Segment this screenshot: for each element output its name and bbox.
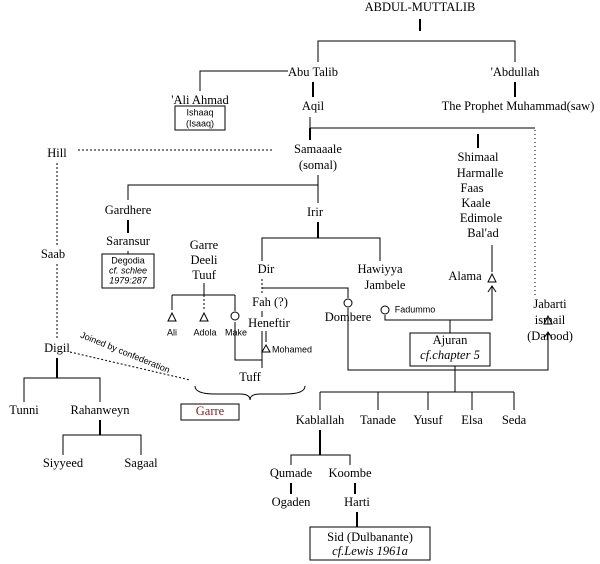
node-label: Shimaal <box>458 150 499 164</box>
node-label: Sid (Dulbanante) <box>327 530 413 544</box>
node-label: Ishaaq <box>186 107 213 117</box>
boxes <box>101 105 491 561</box>
annotation: Joined by confederation <box>79 330 171 375</box>
node-label: Saab <box>41 247 65 261</box>
node-label: Degodia <box>111 255 145 265</box>
node-label: Garre <box>190 238 219 252</box>
node-label: Tunni <box>9 403 39 417</box>
node-label: Edimole <box>460 211 503 225</box>
node-label: Rahanweyn <box>70 403 130 417</box>
node-label: Jabarti <box>533 297 567 311</box>
node-label: Gardhere <box>105 203 152 217</box>
node-label: Garre <box>196 404 225 418</box>
node-label: Siyyeed <box>43 456 84 470</box>
node-label: Alama <box>448 269 482 283</box>
node-label: Irir <box>307 205 324 219</box>
node-label: Elsa <box>461 413 483 427</box>
node-label: Fah (?) <box>252 295 288 309</box>
node-label: Digil <box>44 341 70 355</box>
node-label: 1979:287 <box>109 275 148 285</box>
node-label: Fadummo <box>395 304 436 314</box>
node-label: Harmalle <box>457 166 504 180</box>
node-label: Koombe <box>328 466 372 480</box>
node-label: Tuuf <box>192 268 217 282</box>
node-label: Aqil <box>302 99 325 113</box>
node-label: Hawiyya <box>357 262 403 276</box>
markers <box>167 272 553 353</box>
node-label: Adola <box>193 327 216 337</box>
node-label: Sagaal <box>124 456 158 470</box>
node-label: cf. schlee <box>109 265 147 275</box>
node-label: (Darood) <box>527 329 573 343</box>
node-label: (Isaaq) <box>186 118 214 128</box>
node-label: Tuff <box>239 370 261 384</box>
connectors <box>23 19 553 527</box>
node-label: Dir <box>258 262 276 276</box>
node-label: Seda <box>502 413 527 427</box>
node-label: Dombere <box>325 310 372 324</box>
node-label: Harti <box>344 495 370 509</box>
node-label: (somal) <box>299 158 337 172</box>
node-label: The Prophet Muhammad(saw) <box>442 99 595 113</box>
node-label: Faas <box>461 181 484 195</box>
node-label: Hill <box>47 146 67 160</box>
node-label: cf.chapter 5 <box>420 348 480 362</box>
node-label: cf.Lewis 1961a <box>332 544 408 558</box>
node-label: Ogaden <box>272 495 312 509</box>
node-label: Ajuran <box>433 333 468 347</box>
node-label: 'Ali Ahmad <box>171 93 229 107</box>
node-label: Yusuf <box>413 413 443 427</box>
node-label: Samaaale <box>294 142 342 156</box>
node-label: ismail <box>535 313 566 327</box>
node-label: Abu Talib <box>288 65 338 79</box>
node-label: Kablallah <box>296 413 345 427</box>
labels: ABDUL-MUTTALIB Abu Talib 'Abdullah 'Ali … <box>9 0 594 558</box>
node-label: Bal'ad <box>467 226 499 240</box>
node-label: Mohamed <box>272 344 312 354</box>
node-label: Jambele <box>365 278 406 292</box>
node-label: Qumade <box>270 466 313 480</box>
node-label: Heneftir <box>248 316 290 330</box>
node-label: Ali <box>167 327 177 337</box>
node-label: Make <box>225 327 247 337</box>
node-label: Kaale <box>461 196 491 210</box>
node-label: 'Abdullah <box>491 65 541 79</box>
node-label: Tanade <box>360 413 396 427</box>
node-label: ABDUL-MUTTALIB <box>365 0 476 14</box>
node-label: Saransur <box>106 234 151 248</box>
node-label: Deeli <box>190 253 218 267</box>
